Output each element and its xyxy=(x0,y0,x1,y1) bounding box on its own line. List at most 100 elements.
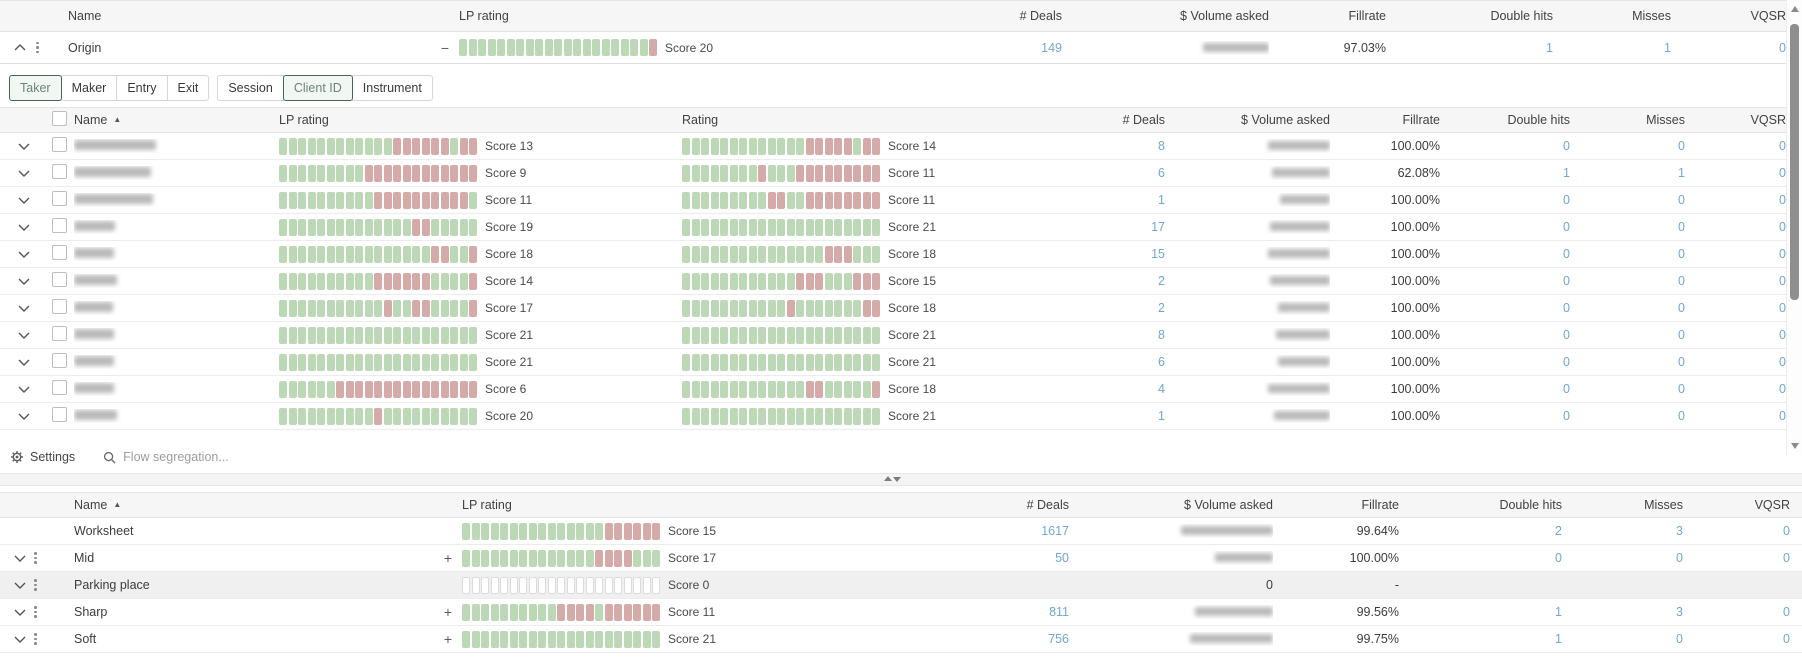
double-hits-value[interactable]: 0 xyxy=(1563,355,1570,369)
chevron-down-icon[interactable] xyxy=(18,143,30,150)
column-header-vqsr[interactable]: VQSR xyxy=(1750,9,1786,23)
vqsr-value[interactable]: 0 xyxy=(1779,409,1786,423)
table-row[interactable]: Score 21 Score 21 8 100.00% 0 0 0 xyxy=(0,322,1786,349)
table-row[interactable]: Soft + Score 21 756 99.75% 1 0 0 xyxy=(0,626,1802,653)
column-header-deals[interactable]: # Deals xyxy=(1026,498,1069,512)
double-hits-value[interactable]: 0 xyxy=(1563,139,1570,153)
vqsr-value[interactable]: 0 xyxy=(1783,605,1790,619)
row-checkbox[interactable] xyxy=(52,407,67,422)
row-checkbox[interactable] xyxy=(52,191,67,206)
collapse-sign[interactable]: − xyxy=(440,39,449,56)
column-header-name[interactable]: Name ▲ xyxy=(74,498,122,512)
search-input[interactable]: Flow segregation... xyxy=(123,450,229,464)
table-row[interactable]: Parking place Score 0 0 - xyxy=(0,572,1802,599)
misses-value[interactable]: 3 xyxy=(1676,605,1683,619)
double-hits-value[interactable]: 1 xyxy=(1563,166,1570,180)
deals-value[interactable]: 2 xyxy=(1158,301,1165,315)
vqsr-value[interactable]: 0 xyxy=(1779,139,1786,153)
deals-value[interactable]: 8 xyxy=(1158,328,1165,342)
vqsr-value[interactable]: 0 xyxy=(1779,382,1786,396)
column-header-rating[interactable]: Rating xyxy=(682,113,719,127)
kebab-menu-icon[interactable] xyxy=(34,579,37,591)
row-checkbox[interactable] xyxy=(52,272,67,287)
column-header-fillrate[interactable]: Fillrate xyxy=(1361,498,1399,512)
misses-value[interactable]: 1 xyxy=(1664,40,1671,55)
tab-taker[interactable]: Taker xyxy=(9,75,62,101)
deals-value[interactable]: 6 xyxy=(1158,355,1165,369)
table-row[interactable]: Score 9 Score 11 6 62.08% 1 1 0 xyxy=(0,160,1786,187)
double-hits-value[interactable]: 0 xyxy=(1563,301,1570,315)
chevron-down-icon[interactable] xyxy=(14,636,26,643)
row-checkbox[interactable] xyxy=(52,164,67,179)
column-header-lp-rating[interactable]: LP rating xyxy=(279,113,329,127)
column-header-misses[interactable]: Misses xyxy=(1646,113,1685,127)
chevron-down-icon[interactable] xyxy=(18,332,30,339)
double-hits-value[interactable]: 0 xyxy=(1563,382,1570,396)
deals-value[interactable]: 17 xyxy=(1151,220,1165,234)
chevron-down-icon[interactable] xyxy=(18,170,30,177)
origin-row[interactable]: Origin − Score 20 149 97.03% 1 1 0 xyxy=(0,32,1786,64)
pane-splitter[interactable] xyxy=(0,473,1802,486)
vqsr-value[interactable]: 0 xyxy=(1779,247,1786,261)
tab-instrument[interactable]: Instrument xyxy=(351,75,433,101)
vqsr-value[interactable]: 0 xyxy=(1779,220,1786,234)
misses-value[interactable]: 0 xyxy=(1678,409,1685,423)
column-header-deals[interactable]: # Deals xyxy=(1122,113,1165,127)
scrollbar-thumb[interactable] xyxy=(1790,24,1799,300)
settings-button[interactable]: Settings xyxy=(30,450,76,464)
vqsr-value[interactable]: 0 xyxy=(1779,355,1786,369)
column-header-misses[interactable]: Misses xyxy=(1644,498,1683,512)
double-hits-value[interactable]: 0 xyxy=(1563,409,1570,423)
vqsr-value[interactable]: 0 xyxy=(1779,193,1786,207)
table-row[interactable]: Score 13 Score 14 8 100.00% 0 0 0 xyxy=(0,133,1786,160)
deals-value[interactable]: 6 xyxy=(1158,166,1165,180)
misses-value[interactable]: 0 xyxy=(1676,632,1683,646)
column-header-volume[interactable]: $ Volume asked xyxy=(1241,113,1330,127)
table-row[interactable]: Score 17 Score 18 2 100.00% 0 0 0 xyxy=(0,295,1786,322)
row-checkbox[interactable] xyxy=(52,245,67,260)
double-hits-value[interactable]: 1 xyxy=(1555,605,1562,619)
row-checkbox[interactable] xyxy=(52,299,67,314)
column-header-lp-rating[interactable]: LP rating xyxy=(462,498,512,512)
table-row[interactable]: Score 11 Score 11 1 100.00% 0 0 0 xyxy=(0,187,1786,214)
table-row[interactable]: Score 20 Score 21 1 100.00% 0 0 0 xyxy=(0,403,1786,430)
row-checkbox[interactable] xyxy=(52,218,67,233)
kebab-menu-icon[interactable] xyxy=(36,41,39,54)
deals-value[interactable]: 15 xyxy=(1151,247,1165,261)
chevron-down-icon[interactable] xyxy=(18,305,30,312)
expand-sign[interactable]: + xyxy=(443,604,452,620)
column-header-fillrate[interactable]: Fillrate xyxy=(1402,113,1440,127)
column-header-double-hits[interactable]: Double hits xyxy=(1490,9,1553,23)
chevron-down-icon[interactable] xyxy=(18,197,30,204)
column-header-name[interactable]: Name xyxy=(68,9,102,23)
chevron-down-icon[interactable] xyxy=(14,582,26,589)
double-hits-value[interactable]: 2 xyxy=(1555,524,1562,538)
misses-value[interactable]: 0 xyxy=(1678,274,1685,288)
column-header-misses[interactable]: Misses xyxy=(1632,9,1671,23)
misses-value[interactable]: 3 xyxy=(1676,524,1683,538)
column-header-volume[interactable]: $ Volume asked xyxy=(1184,498,1273,512)
column-header-deals[interactable]: # Deals xyxy=(1019,9,1062,23)
tab-session[interactable]: Session xyxy=(217,75,284,101)
chevron-down-icon[interactable] xyxy=(18,278,30,285)
chevron-up-icon[interactable] xyxy=(14,44,26,51)
misses-value[interactable]: 0 xyxy=(1678,139,1685,153)
misses-value[interactable]: 0 xyxy=(1678,193,1685,207)
expand-sign[interactable]: + xyxy=(443,550,452,566)
deals-value[interactable]: 4 xyxy=(1158,382,1165,396)
table-row[interactable]: Score 18 Score 18 15 100.00% 0 0 0 xyxy=(0,241,1786,268)
table-row[interactable]: Worksheet Score 15 1617 99.64% 2 3 0 xyxy=(0,518,1802,545)
table-row[interactable]: Score 19 Score 21 17 100.00% 0 0 0 xyxy=(0,214,1786,241)
row-checkbox[interactable] xyxy=(52,380,67,395)
misses-value[interactable]: 0 xyxy=(1678,301,1685,315)
double-hits-value[interactable]: 0 xyxy=(1563,247,1570,261)
kebab-menu-icon[interactable] xyxy=(34,552,37,564)
misses-value[interactable]: 0 xyxy=(1678,382,1685,396)
misses-value[interactable]: 0 xyxy=(1678,247,1685,261)
misses-value[interactable]: 1 xyxy=(1678,166,1685,180)
vertical-scrollbar[interactable] xyxy=(1786,0,1802,455)
misses-value[interactable]: 0 xyxy=(1678,328,1685,342)
deals-value[interactable]: 50 xyxy=(1055,551,1069,565)
kebab-menu-icon[interactable] xyxy=(34,606,37,618)
vqsr-value[interactable]: 0 xyxy=(1779,274,1786,288)
